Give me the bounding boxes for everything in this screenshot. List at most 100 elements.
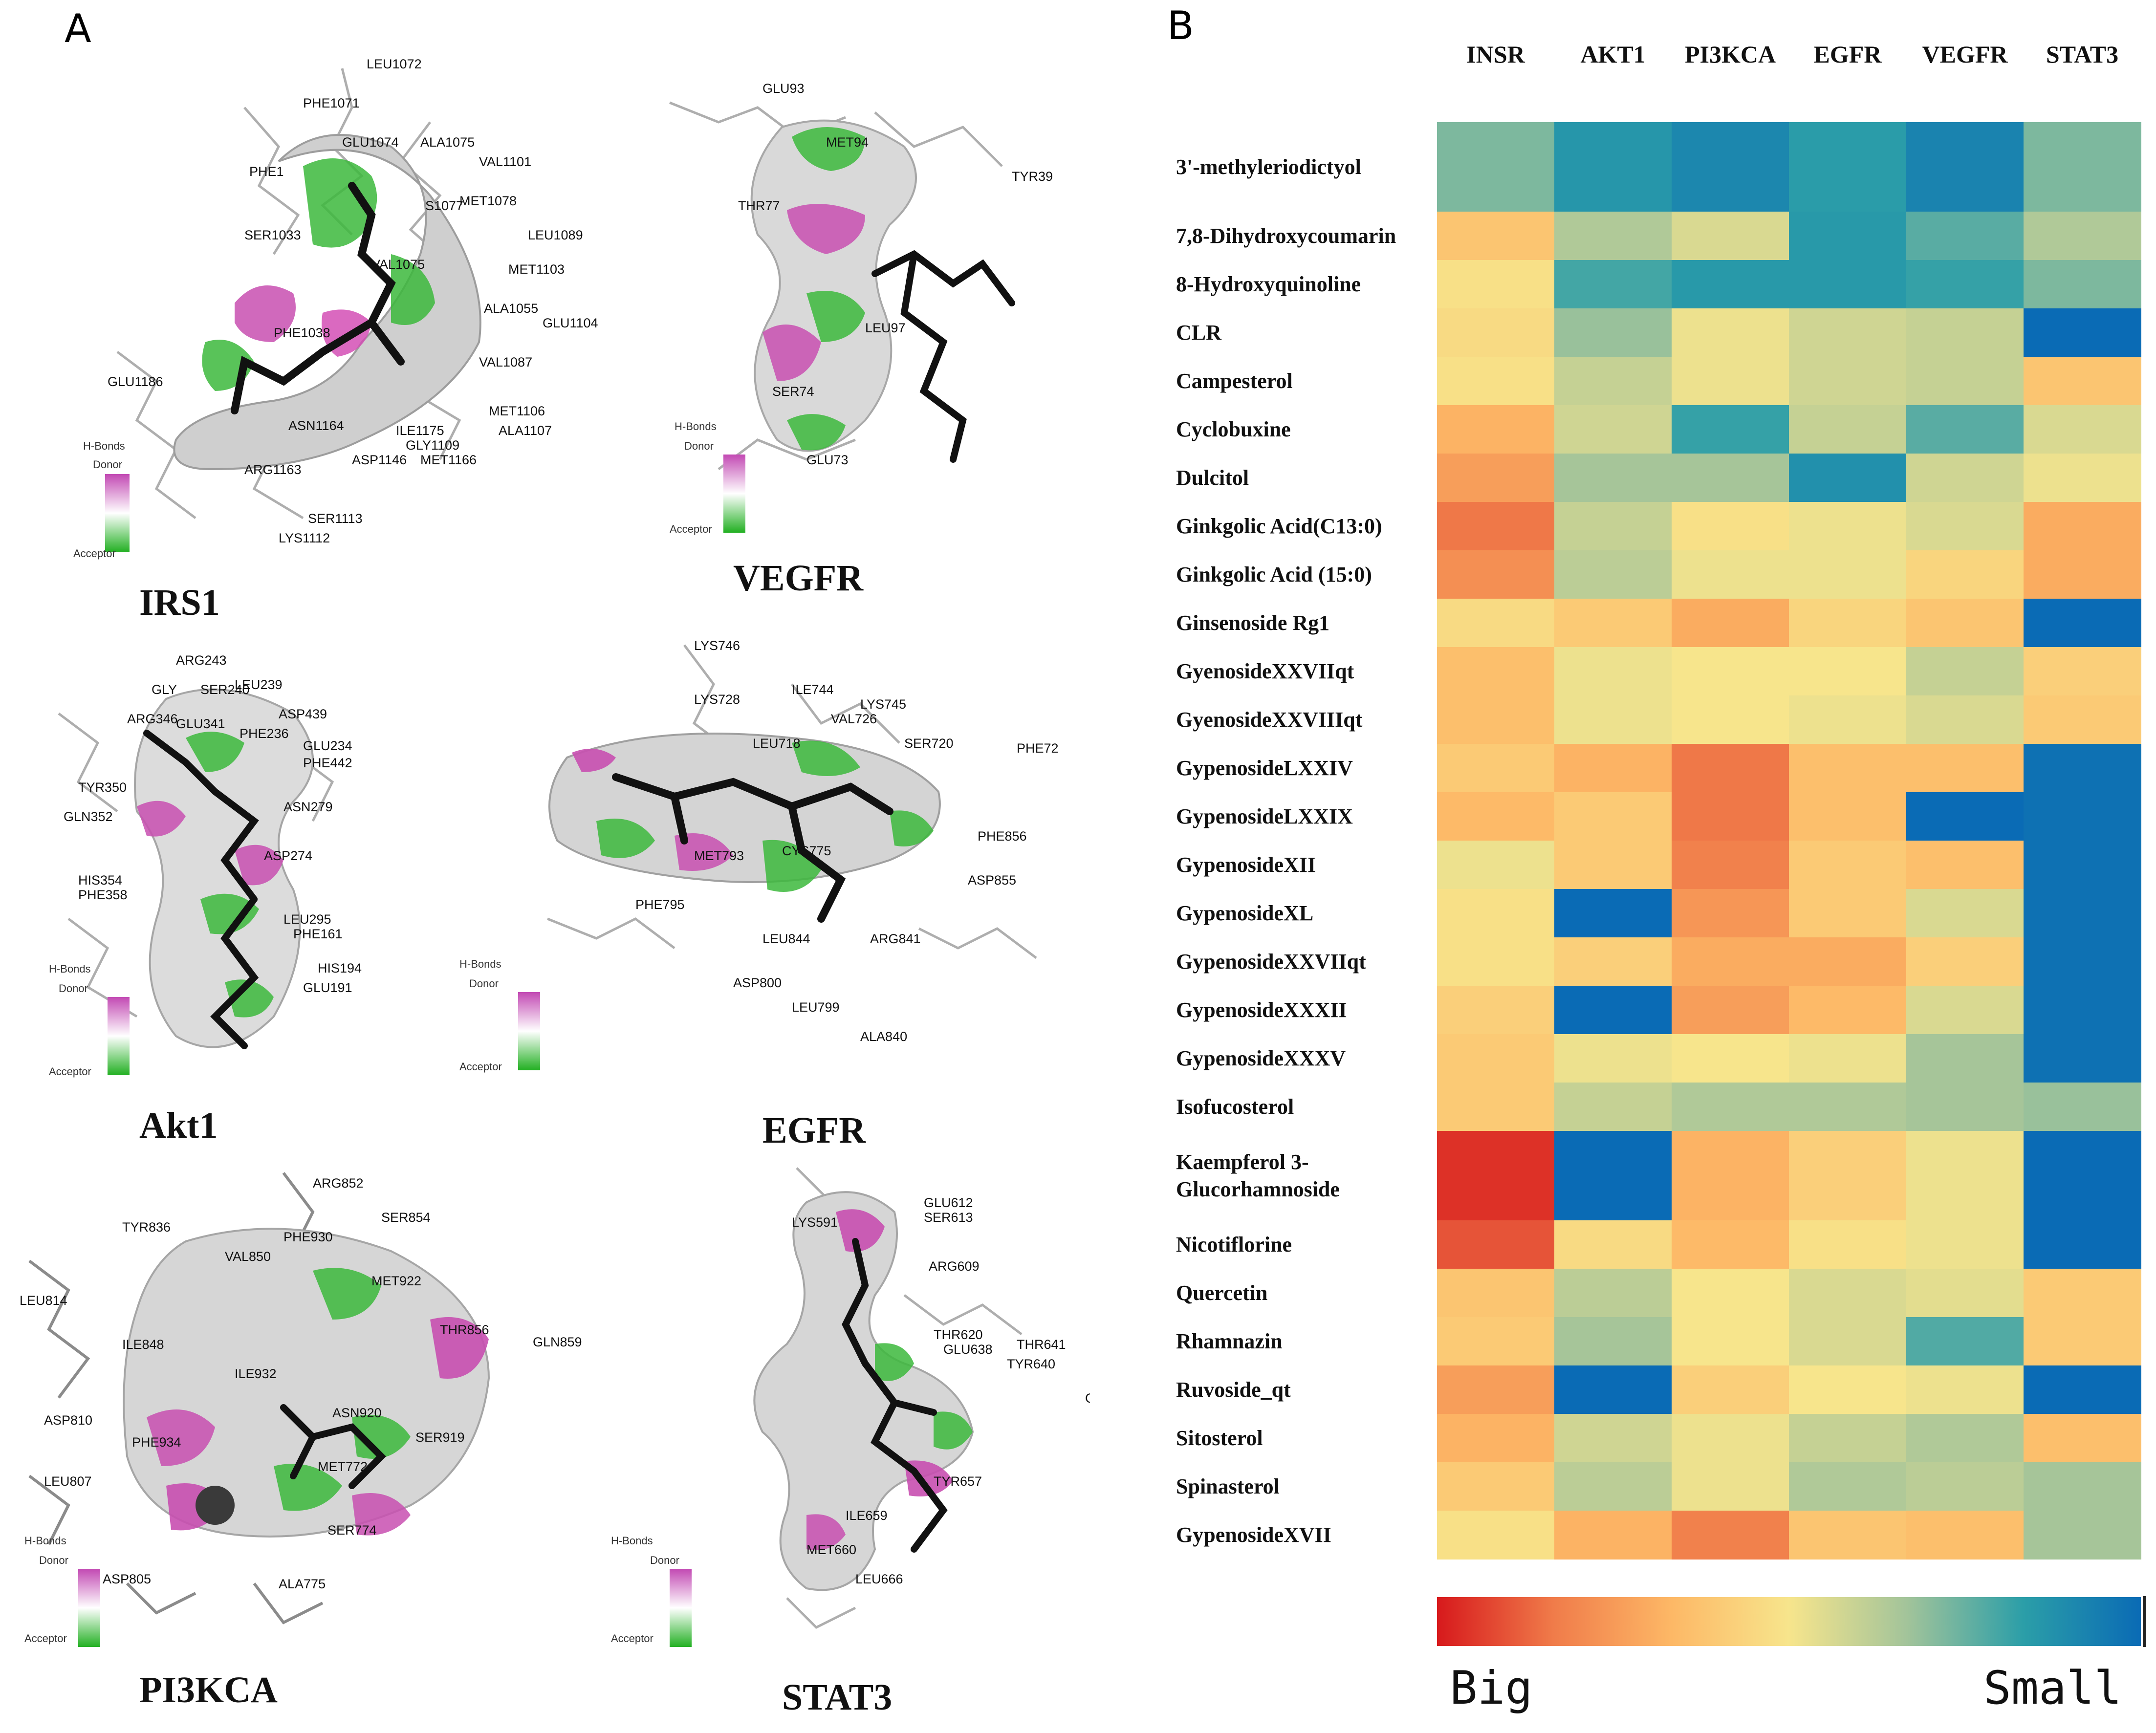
heatmap-cell: [1437, 1317, 1555, 1366]
irs1-residue-label: ASN1164: [288, 418, 344, 433]
heatmap-cell: [2024, 792, 2141, 841]
akt1-residue-label: ARG346: [127, 712, 178, 726]
akt1-residue-label: GLU341: [176, 716, 225, 731]
heatmap-cell: [1672, 1414, 1789, 1463]
pi3kca-residue-label: SER774: [327, 1523, 377, 1538]
pi3kca-pose-image: ARG852 SER854 TYR836 PHE930 VAL850 MET92…: [20, 1172, 582, 1647]
egfr-title: EGFR: [762, 1110, 866, 1151]
legend-title: H-Bonds: [611, 1535, 653, 1547]
egfr-residue-label: PHE72: [1017, 741, 1059, 756]
heatmap-cell: [1789, 599, 1907, 648]
scale-high-label: Small: [1983, 1662, 2122, 1715]
heatmap-row-label: CLR: [1176, 320, 1221, 345]
akt1-residue-label: GLU234: [303, 738, 352, 753]
heatmap-cell: [1672, 405, 1789, 454]
heatmap-cell: [2024, 1083, 2141, 1131]
egfr-residue-label: LYS746: [694, 638, 740, 653]
irs1-residue-label: ARG1163: [244, 462, 302, 477]
heatmap-cell: [1906, 1365, 2024, 1414]
heatmap-cell: [1672, 1083, 1789, 1131]
heatmap-cell: [1437, 550, 1555, 599]
heatmap-cell: [1789, 792, 1907, 841]
heatmap-cell: [2024, 841, 2141, 889]
heatmap-row-label: GyenosideXXVIIqt: [1176, 659, 1354, 683]
heatmap-cell: [1554, 1317, 1672, 1366]
heatmap-cell: [1554, 1365, 1672, 1414]
heatmap-cell: [1672, 792, 1789, 841]
heatmap-cell: [1554, 212, 1672, 260]
heatmap-row-label: Isofucosterol: [1176, 1094, 1294, 1119]
heatmap-cell: [1672, 841, 1789, 889]
legend-title: H-Bonds: [49, 963, 91, 975]
heatmap-cell: [2024, 986, 2141, 1035]
heatmap-cell: [1906, 1131, 2024, 1221]
heatmap-row-label: Nicotiflorine: [1176, 1232, 1292, 1256]
heatmap-cell: [1906, 647, 2024, 696]
heatmap-cell: [2024, 122, 2141, 212]
pi3kca-residue-label: SER919: [415, 1430, 465, 1445]
heatmap-cell: [2024, 357, 2141, 406]
akt1-residue-label: ASP274: [264, 848, 312, 863]
irs1-residue-label: GLY1109: [406, 438, 459, 453]
heatmap-cell: [1789, 1083, 1907, 1131]
heatmap-cell: [1789, 1034, 1907, 1083]
legend-title: H-Bonds: [675, 420, 717, 433]
heatmap-cell: [1906, 1220, 2024, 1269]
heatmap-cell: [1789, 454, 1907, 502]
heatmap-cell: [1789, 405, 1907, 454]
irs1-residue-label: GLU1104: [543, 316, 598, 330]
heatmap-cell: [2024, 1034, 2141, 1083]
heatmap-row-label: Rhamnazin: [1176, 1329, 1283, 1353]
vegfr-residue-label: GLU73: [806, 453, 849, 467]
hbond-color-bar: [518, 992, 540, 1070]
heatmap-row-label: Sitosterol: [1176, 1426, 1263, 1450]
heatmap-cell: [1437, 1462, 1555, 1511]
heatmap-cell: [2024, 937, 2141, 986]
heatmap-cell: [1906, 599, 2024, 648]
pi3kca-residue-label: LEU814: [20, 1293, 67, 1308]
heatmap-cell: [1672, 599, 1789, 648]
heatmap-cell: [2024, 550, 2141, 599]
heatmap-cell: [1437, 122, 1555, 212]
egfr-residue-label: ASP855: [968, 873, 1016, 888]
heatmap-cell: [1906, 1083, 2024, 1131]
heatmap-cell: [1437, 744, 1555, 793]
pi3kca-residue-label: ILE932: [235, 1366, 277, 1381]
heatmap-cell: [2024, 744, 2141, 793]
heatmap-cell: [2024, 405, 2141, 454]
irs1-residue-label: MET1103: [508, 262, 565, 277]
heatmap-row-label: Ginkgolic Acid (15:0): [1176, 562, 1372, 586]
heatmap-cell: [1437, 889, 1555, 938]
heatmap-cell: [2024, 454, 2141, 502]
pi3kca-residue-label: THR856: [440, 1322, 489, 1337]
heatmap-column-label: AKT1: [1580, 41, 1646, 68]
heatmap-cell: [1554, 841, 1672, 889]
irs1-residue-label: ASP1146: [352, 453, 407, 467]
egfr-residue-label: LEU718: [753, 736, 801, 751]
stat3-residue-label: TYR640: [1007, 1357, 1055, 1371]
heatmap-cell: [1906, 744, 2024, 793]
stat3-residue-label: LEU666: [855, 1572, 903, 1586]
heatmap-row-label: 8-Hydroxyquinoline: [1176, 272, 1361, 296]
heatmap-cell: [1672, 1462, 1789, 1511]
heatmap-cell: [1554, 502, 1672, 551]
heatmap-row-label: Campesterol: [1176, 368, 1293, 393]
stat3-residue-label: TYR657: [934, 1474, 982, 1489]
heatmap-cell: [2024, 695, 2141, 744]
akt1-residue-label: ARG243: [176, 653, 227, 668]
egfr-pose-image: LYS746 LYS728 ILE744 LYS745 VAL726 LEU71…: [459, 638, 1059, 1073]
heatmap-cell: [1554, 1511, 1672, 1560]
heatmap-cell: [1789, 212, 1907, 260]
akt1-residue-label: ASP439: [279, 707, 327, 721]
heatmap-cell: [1906, 1034, 2024, 1083]
heatmap-cell: [1554, 599, 1672, 648]
heatmap-cell: [1906, 454, 2024, 502]
heatmap-cell: [1437, 454, 1555, 502]
heatmap-cell: [1789, 357, 1907, 406]
heatmap-cell: [2024, 889, 2141, 938]
heatmap-cell: [1789, 1511, 1907, 1560]
heatmap-row-label: GypenosideLXXIX: [1176, 804, 1353, 828]
heatmap-cell: [1672, 260, 1789, 309]
heatmap-cell: [1789, 1462, 1907, 1511]
egfr-residue-label: PHE856: [978, 829, 1027, 844]
